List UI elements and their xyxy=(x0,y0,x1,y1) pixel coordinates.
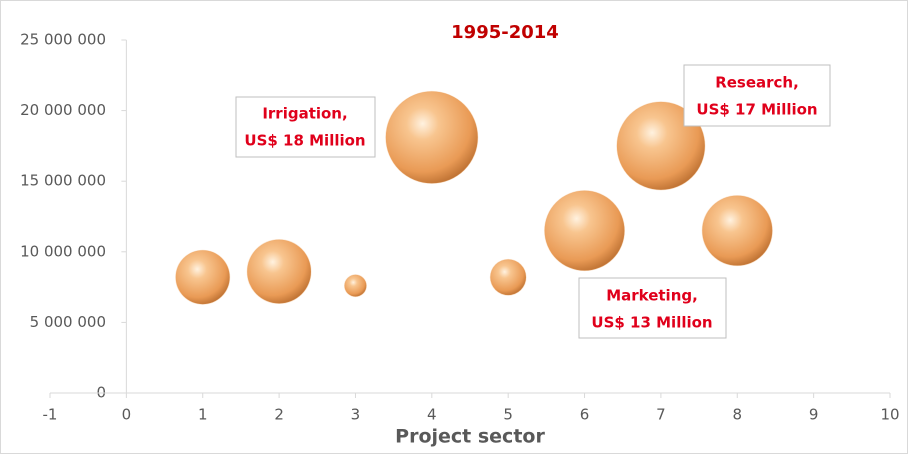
x-tick-label: -1 xyxy=(43,406,58,424)
y-tick-label: 15 000 000 xyxy=(20,172,106,190)
x-tick-label: 9 xyxy=(809,406,819,424)
annotation-box xyxy=(578,277,727,339)
bubble xyxy=(175,249,231,305)
annotation-box xyxy=(235,96,376,158)
x-tick-label: 7 xyxy=(656,406,666,424)
annotation-text: Research, xyxy=(715,74,799,92)
annotation-text: Irrigation, xyxy=(262,105,347,123)
bubble xyxy=(489,258,527,296)
x-tick-label: 4 xyxy=(427,406,437,424)
bubble xyxy=(385,90,479,184)
x-tick-label: 5 xyxy=(503,406,513,424)
annotation: Irrigation, US$ 18 Million xyxy=(235,96,376,158)
y-tick-label: 20 000 000 xyxy=(20,101,106,119)
x-axis-label: Project sector xyxy=(395,426,545,448)
annotation: Research, US$ 17 Million xyxy=(683,64,831,127)
x-tick-label: 3 xyxy=(351,406,361,424)
x-tick-label: 0 xyxy=(122,406,132,424)
annotation-text: US$ 18 Million xyxy=(244,132,365,150)
bubble xyxy=(344,274,367,298)
x-tick-label: 8 xyxy=(732,406,742,424)
annotation-box xyxy=(683,64,831,127)
bubble xyxy=(544,190,626,272)
x-tick-label: 10 xyxy=(880,406,899,424)
x-tick-label: 1 xyxy=(198,406,208,424)
bubble xyxy=(616,101,706,191)
bubble xyxy=(701,195,773,267)
bubble xyxy=(246,239,312,304)
x-tick-label: 2 xyxy=(274,406,284,424)
annotation-text: US$ 17 Million xyxy=(696,101,817,119)
annotation: Marketing, US$ 13 Million xyxy=(578,277,727,339)
annotation-text: US$ 13 Million xyxy=(591,314,712,332)
x-tick-label: 6 xyxy=(580,406,590,424)
y-tick-label: 5 000 000 xyxy=(30,313,106,331)
y-tick-label: 25 000 000 xyxy=(20,31,106,49)
y-tick-label: 10 000 000 xyxy=(20,242,106,260)
plot xyxy=(175,90,773,305)
chart-title: 1995-2014 xyxy=(451,22,559,43)
annotation-text: Marketing, xyxy=(606,287,698,305)
